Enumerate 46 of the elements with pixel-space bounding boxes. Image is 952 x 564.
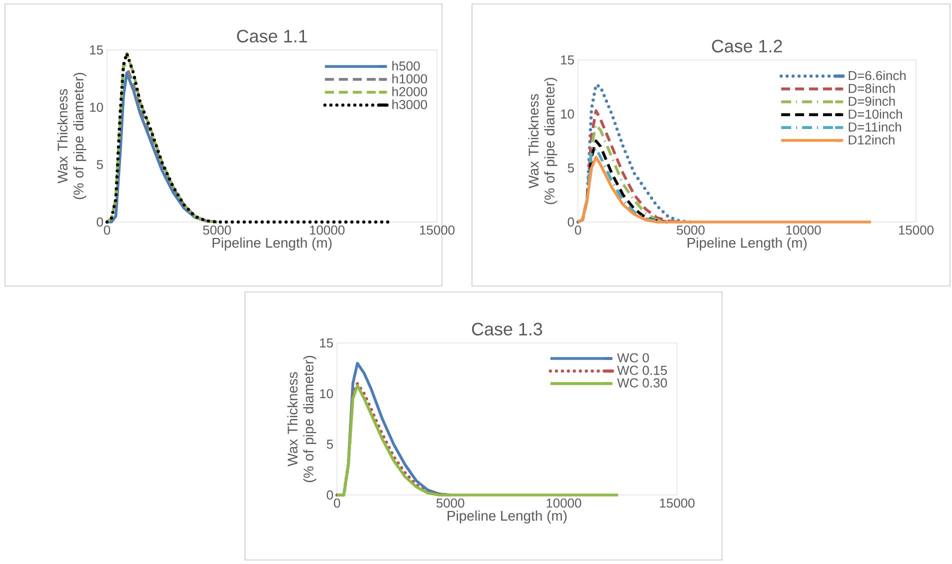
x-axis-title: Pipeline Length (m) — [448, 510, 567, 524]
chart-title: Case 1.3 — [472, 322, 542, 336]
legend-label: WC 0 — [617, 353, 649, 362]
legend-label: D=10inch — [848, 109, 902, 119]
y-axis-title: Wax Thickness (% of pipe diameter) — [528, 78, 558, 204]
legend-label: D=8inch — [848, 84, 895, 94]
legend-label: D=6.6inch — [848, 70, 906, 80]
y-axis-title: Wax Thickness (% of pipe diameter) — [287, 356, 316, 482]
x-tick-label: 5000 — [676, 226, 705, 235]
y-tick-label: 0 — [568, 217, 574, 227]
legend-label: D12inch — [848, 134, 894, 144]
x-tick-label: 0 — [334, 498, 340, 508]
x-tick-label: 10000 — [786, 226, 821, 235]
y-tick-label: 15 — [561, 55, 574, 64]
legend-label: h2000 — [392, 86, 428, 96]
y-tick-label: 5 — [96, 160, 103, 170]
legend-label: h1000 — [392, 74, 428, 84]
legend-label: WC 0.15 — [617, 366, 667, 375]
y-axis-title: Wax Thickness (% of pipe diameter) — [57, 72, 86, 200]
y-tick-label: 10 — [320, 389, 333, 398]
x-tick-label: 15000 — [898, 226, 934, 235]
x-tick-label: 5000 — [436, 498, 464, 508]
y-tick-label: 0 — [326, 490, 333, 500]
x-tick-label: 5000 — [203, 226, 231, 235]
legend-label: h3000 — [392, 100, 428, 110]
y-tick-label: 0 — [96, 217, 103, 227]
x-tick-label: 15000 — [660, 498, 695, 508]
legend-label: D=11inch — [848, 122, 902, 132]
y-tick-label: 10 — [90, 102, 103, 112]
y-tick-label: 15 — [90, 45, 103, 54]
x-tick-label: 15000 — [420, 226, 455, 235]
chart-title: Case 1.2 — [712, 40, 782, 52]
x-tick-label: 10000 — [546, 498, 582, 508]
chart-title: Case 1.1 — [237, 30, 307, 42]
x-tick-label: 0 — [104, 226, 110, 235]
x-tick-label: 10000 — [310, 226, 345, 235]
y-tick-label: 15 — [320, 338, 333, 348]
legend-label: h500 — [392, 61, 420, 71]
x-tick-label: 0 — [574, 226, 582, 235]
legend-label: WC 0.30 — [617, 378, 667, 388]
x-axis-title: Pipeline Length (m) — [688, 238, 807, 251]
x-axis-title: Pipeline Length (m) — [212, 238, 332, 251]
y-tick-label: 5 — [326, 440, 333, 449]
y-tick-label: 5 — [568, 163, 574, 172]
y-tick-label: 10 — [561, 109, 574, 119]
legend-label: D=9inch — [848, 96, 895, 106]
